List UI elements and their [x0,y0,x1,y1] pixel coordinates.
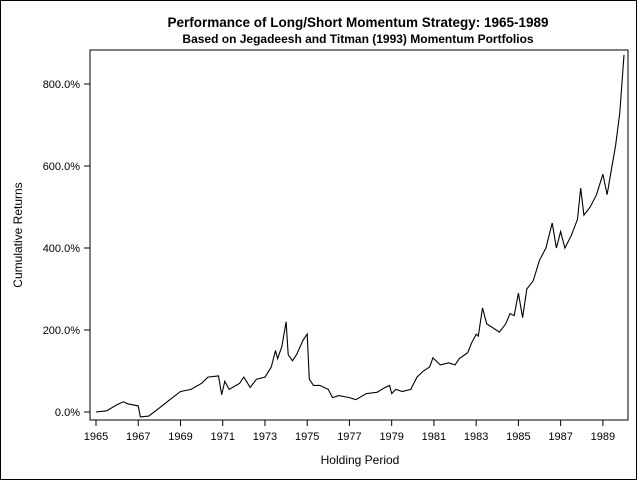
y-tick-label: 800.0% [43,79,81,91]
x-tick-label: 1973 [253,431,277,443]
y-tick-label: 200.0% [43,325,81,337]
x-tick-label: 1979 [379,431,403,443]
y-tick-label: 0.0% [55,407,80,419]
y-tick-label: 400.0% [43,243,81,255]
x-tick-label: 1971 [210,431,234,443]
x-tick-label: 1969 [168,431,192,443]
x-tick-label: 1987 [548,431,572,443]
x-axis-label: Holding Period [321,453,400,467]
x-tick-label: 1977 [337,431,361,443]
x-tick-label: 1981 [422,431,446,443]
y-axis-label: Cumulative Returns [11,182,25,287]
x-tick-label: 1989 [591,431,615,443]
x-tick-label: 1975 [295,431,319,443]
series-line [95,54,625,418]
y-tick-label: 600.0% [43,161,81,173]
chart-subtitle: Based on Jegadeesh and Titman (1993) Mom… [182,32,534,46]
plot-frame [89,49,629,421]
x-tick-label: 1965 [84,431,108,443]
x-tick-label: 1967 [126,431,150,443]
x-tick-label: 1983 [464,431,488,443]
chart-title: Performance of Long/Short Momentum Strat… [167,15,548,30]
x-tick-label: 1985 [506,431,530,443]
